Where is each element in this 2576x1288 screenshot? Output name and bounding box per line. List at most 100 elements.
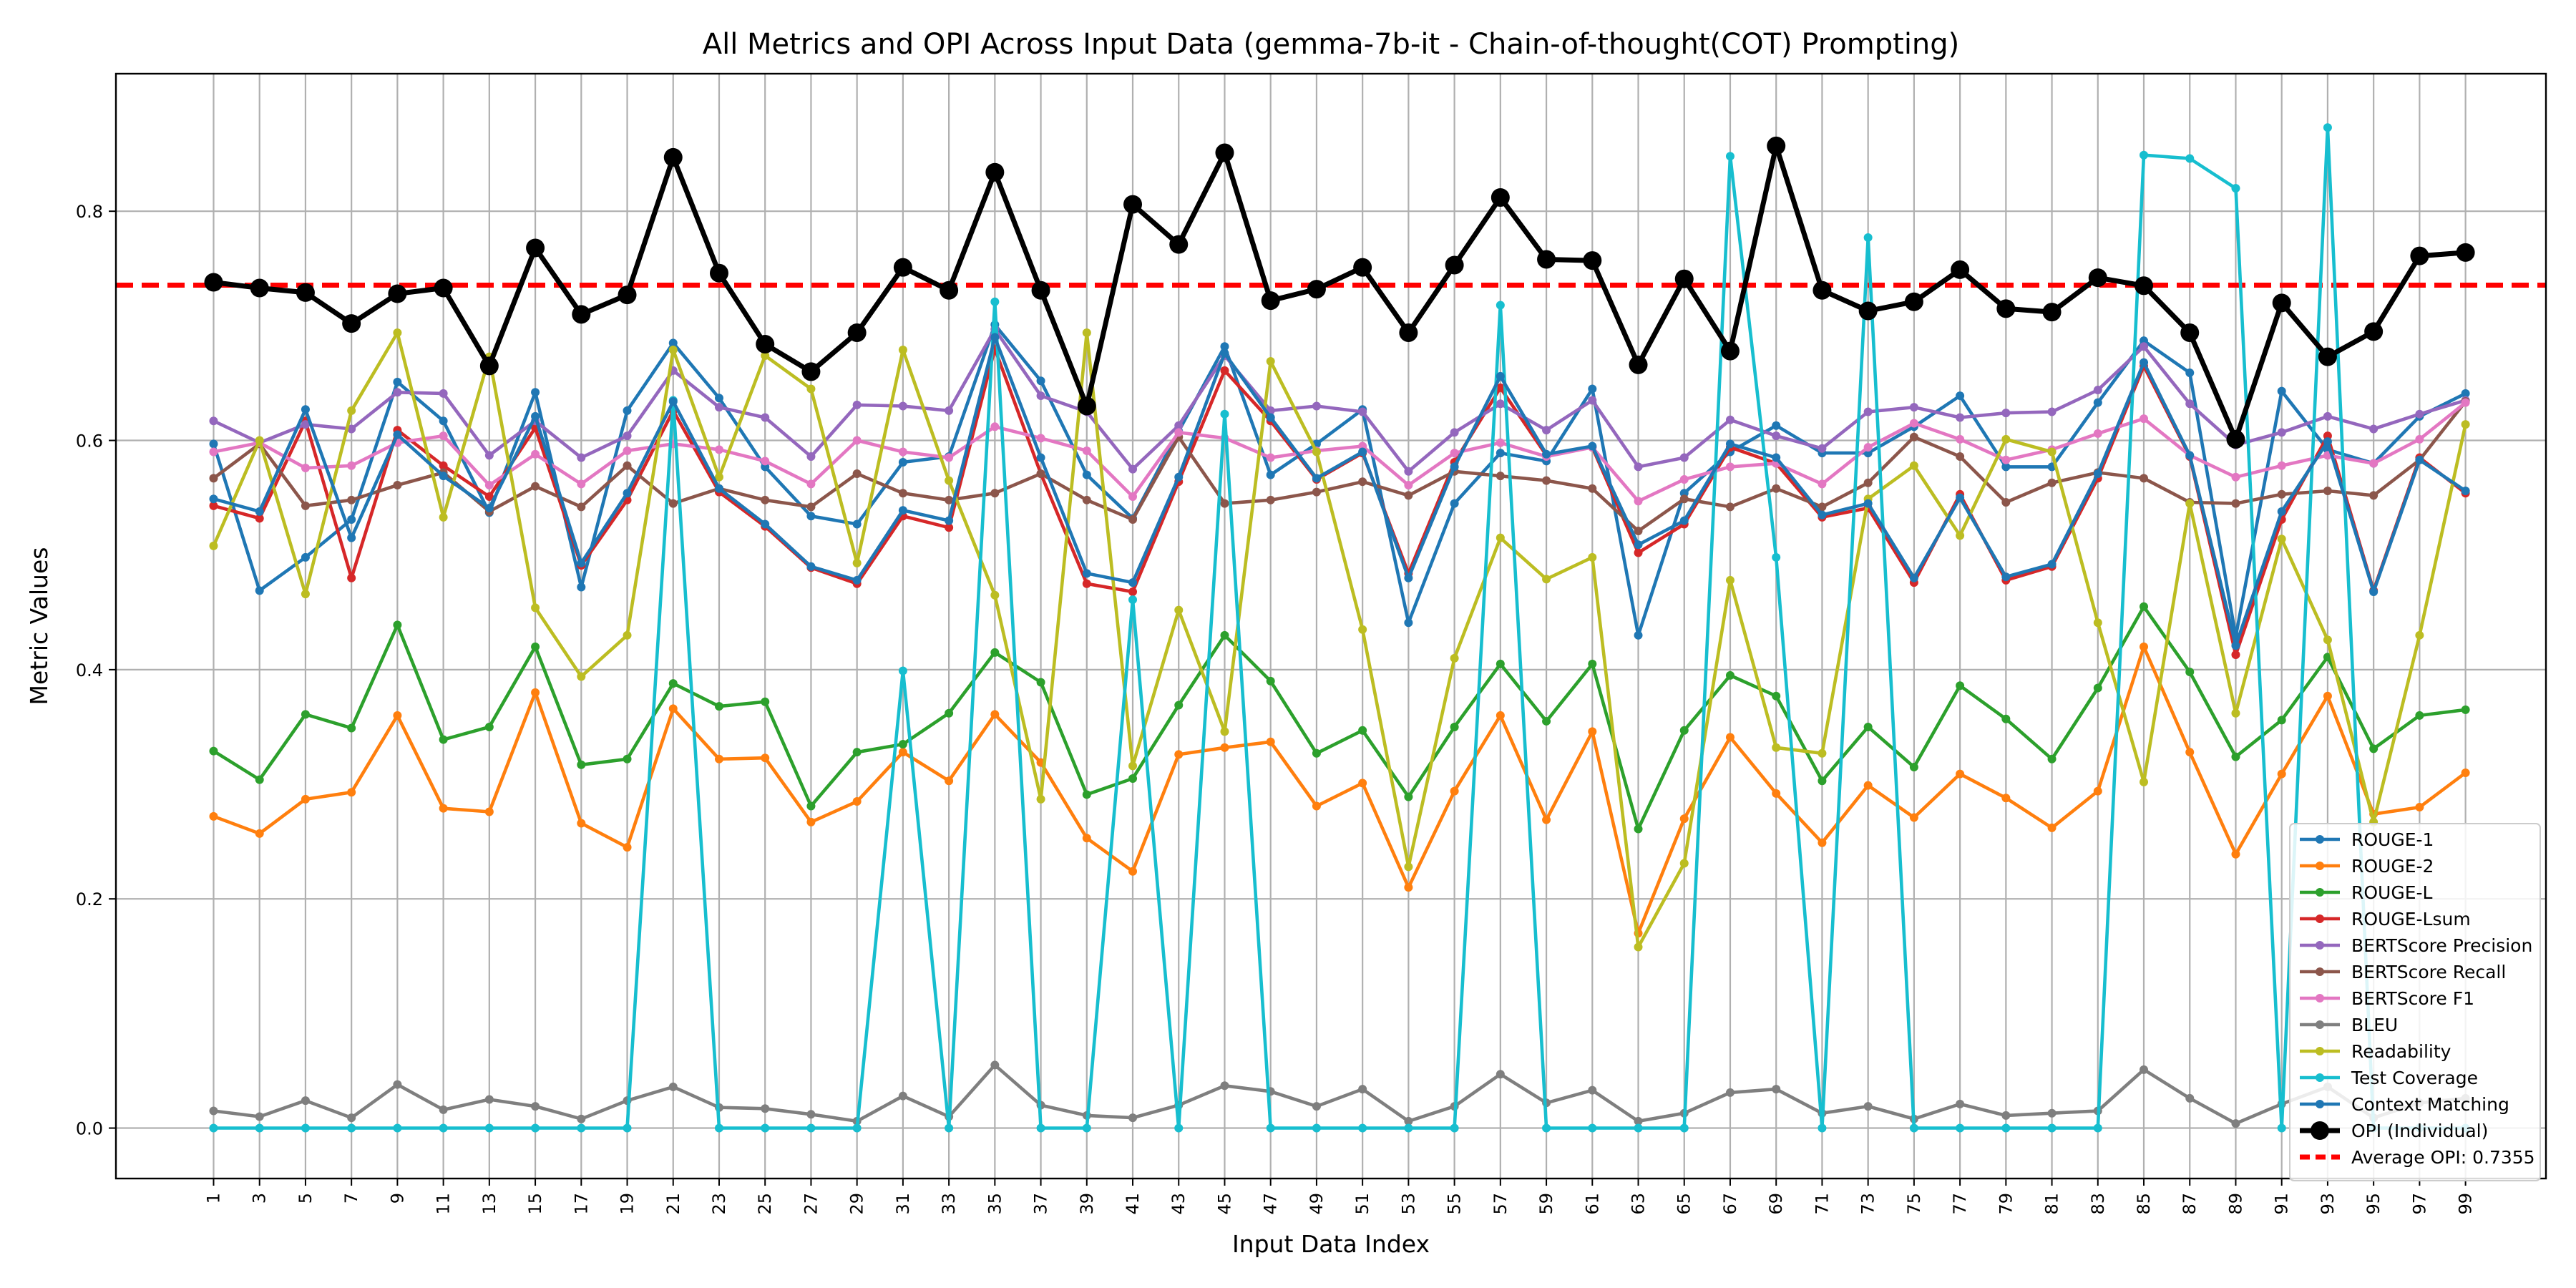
data-point	[1542, 815, 1551, 824]
data-point	[347, 573, 356, 582]
data-point	[668, 346, 678, 354]
data-point	[714, 484, 723, 493]
legend-label: ROUGE-Lsum	[2351, 909, 2471, 930]
data-point	[1996, 299, 2016, 318]
data-point	[714, 445, 723, 454]
data-point	[1542, 575, 1551, 584]
data-point	[945, 495, 954, 504]
data-point	[1588, 727, 1597, 736]
data-point	[1858, 301, 1878, 321]
x-tick-label: 23	[709, 1193, 729, 1215]
data-point	[2277, 507, 2286, 516]
data-point	[1358, 625, 1367, 634]
data-point	[301, 552, 310, 562]
data-point	[1220, 342, 1229, 351]
data-point	[1537, 250, 1556, 269]
data-point	[1220, 1081, 1229, 1091]
data-point	[2277, 1123, 2286, 1133]
data-point	[1679, 859, 1689, 868]
x-tick-label: 85	[2134, 1193, 2154, 1215]
x-tick-label: 97	[2409, 1193, 2429, 1215]
data-point	[1772, 1085, 1781, 1094]
data-point	[2461, 398, 2470, 407]
data-point	[209, 447, 218, 457]
data-point	[714, 472, 723, 482]
data-point	[347, 1113, 356, 1123]
x-axis-label: Input Data Index	[1232, 1230, 1430, 1258]
data-point	[1863, 478, 1873, 487]
data-point	[2323, 487, 2332, 496]
data-point	[439, 735, 448, 744]
data-point	[1128, 587, 1138, 596]
data-point	[2093, 398, 2102, 407]
data-point	[1725, 1088, 1735, 1097]
data-point	[250, 278, 269, 298]
data-point	[1496, 438, 1505, 447]
legend-item: Context Matching	[2300, 1094, 2509, 1115]
data-point	[1496, 472, 1505, 481]
data-point	[761, 413, 770, 422]
data-point	[1312, 487, 1321, 497]
data-point	[761, 1123, 770, 1133]
data-point	[806, 502, 816, 512]
x-tick-label: 95	[2363, 1193, 2384, 1215]
data-point	[1634, 497, 1643, 506]
data-point	[756, 334, 775, 353]
data-point	[1956, 1099, 1965, 1108]
legend-marker	[2316, 1020, 2324, 1029]
data-point	[393, 480, 402, 489]
data-point	[990, 710, 1000, 719]
data-point	[806, 384, 816, 394]
data-point	[1725, 733, 1735, 742]
data-point	[709, 263, 728, 283]
data-point	[2277, 489, 2286, 499]
data-point	[1818, 444, 1827, 453]
data-point	[2140, 642, 2149, 651]
x-tick-label: 57	[1491, 1193, 1511, 1215]
data-point	[1450, 449, 1459, 458]
y-tick-label: 0.6	[76, 431, 103, 452]
data-point	[2231, 499, 2240, 508]
data-point	[484, 1123, 494, 1133]
data-point	[1679, 814, 1689, 824]
data-point	[2415, 434, 2424, 444]
data-point	[2042, 303, 2062, 322]
x-tick-label: 51	[1352, 1193, 1372, 1215]
data-point	[1082, 1123, 1091, 1133]
data-point	[1128, 515, 1138, 525]
data-point	[852, 575, 862, 585]
legend-item: ROUGE-1	[2300, 829, 2434, 850]
x-tick-label: 73	[1858, 1193, 1878, 1215]
data-point	[852, 436, 862, 445]
x-tick-label: 41	[1123, 1193, 1143, 1215]
x-tick-label: 37	[1031, 1193, 1051, 1215]
data-point	[484, 807, 494, 816]
data-point	[1358, 1085, 1367, 1094]
data-point	[1496, 399, 1505, 409]
data-point	[484, 480, 494, 489]
data-point	[714, 394, 723, 403]
x-tick-label: 45	[1214, 1193, 1234, 1215]
data-point	[1542, 476, 1551, 485]
data-point	[1312, 801, 1321, 811]
data-point	[1725, 152, 1735, 161]
series-line	[213, 645, 2467, 935]
series-context-matching	[209, 333, 2470, 650]
data-point	[1818, 1123, 1827, 1133]
data-point	[1588, 384, 1597, 394]
data-point	[209, 439, 218, 449]
data-point	[393, 328, 402, 337]
data-point	[2047, 1123, 2057, 1133]
data-point	[347, 515, 356, 525]
data-point	[204, 273, 223, 292]
data-point	[1266, 470, 1275, 479]
data-point	[1634, 1123, 1643, 1133]
data-point	[2140, 342, 2149, 351]
data-point	[577, 479, 586, 489]
data-point	[1909, 432, 1918, 441]
data-point	[2093, 618, 2102, 628]
data-point	[1909, 573, 1918, 582]
data-point	[1307, 280, 1326, 299]
series-rouge-2	[209, 642, 2470, 938]
data-point	[898, 1091, 907, 1101]
